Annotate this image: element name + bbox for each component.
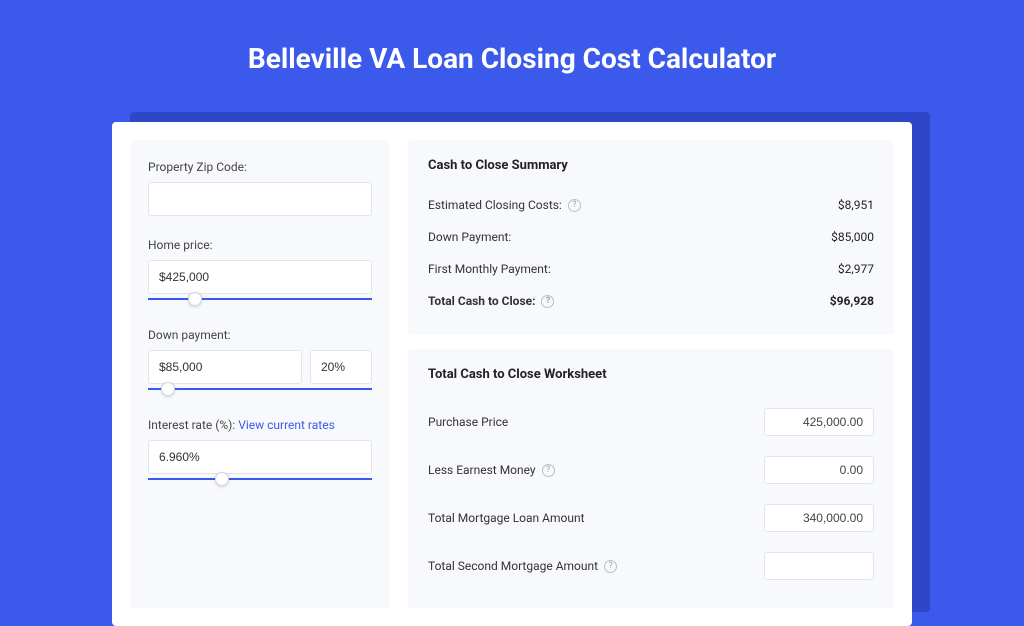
home-price-slider[interactable]	[148, 292, 372, 306]
slider-track	[148, 388, 372, 390]
worksheet-row-second-mortgage: Total Second Mortgage Amount ?	[428, 542, 874, 590]
summary-value: $8,951	[838, 198, 874, 212]
help-icon[interactable]: ?	[604, 560, 617, 573]
zip-label: Property Zip Code:	[148, 160, 372, 174]
slider-thumb[interactable]	[215, 472, 229, 486]
zip-input[interactable]	[148, 182, 372, 216]
worksheet-row-loan-amount: Total Mortgage Loan Amount	[428, 494, 874, 542]
zip-field-group: Property Zip Code:	[148, 160, 372, 216]
slider-thumb[interactable]	[161, 382, 175, 396]
interest-rate-label-row: Interest rate (%): View current rates	[148, 418, 372, 432]
home-price-field-group: Home price:	[148, 238, 372, 306]
summary-value: $96,928	[830, 294, 874, 308]
down-payment-pct-input[interactable]	[310, 350, 372, 384]
interest-rate-field-group: Interest rate (%): View current rates	[148, 418, 372, 486]
interest-rate-label: Interest rate (%):	[148, 418, 235, 432]
page-title: Belleville VA Loan Closing Cost Calculat…	[0, 0, 1024, 103]
home-price-label: Home price:	[148, 238, 372, 252]
down-payment-field-group: Down payment:	[148, 328, 372, 396]
summary-title: Cash to Close Summary	[428, 158, 874, 173]
view-rates-link[interactable]: View current rates	[238, 418, 335, 432]
summary-label: Estimated Closing Costs:	[428, 198, 562, 212]
worksheet-value-input[interactable]	[764, 552, 874, 580]
summary-value: $2,977	[838, 262, 874, 276]
worksheet-value-input[interactable]	[764, 456, 874, 484]
worksheet-row-purchase-price: Purchase Price	[428, 398, 874, 446]
slider-track	[148, 478, 372, 480]
worksheet-value-input[interactable]	[764, 408, 874, 436]
summary-value: $85,000	[831, 230, 874, 244]
worksheet-value-input[interactable]	[764, 504, 874, 532]
home-price-input[interactable]	[148, 260, 372, 294]
summary-row-first-payment: First Monthly Payment: $2,977	[428, 253, 874, 285]
slider-track	[148, 298, 372, 300]
summary-label: First Monthly Payment:	[428, 262, 551, 276]
worksheet-label: Purchase Price	[428, 415, 508, 429]
help-icon[interactable]: ?	[568, 199, 581, 212]
summary-row-total: Total Cash to Close: ? $96,928	[428, 285, 874, 317]
summary-row-closing-costs: Estimated Closing Costs: ? $8,951	[428, 189, 874, 221]
interest-rate-input[interactable]	[148, 440, 372, 474]
worksheet-panel: Total Cash to Close Worksheet Purchase P…	[408, 349, 894, 608]
down-payment-input[interactable]	[148, 350, 302, 384]
slider-thumb[interactable]	[188, 292, 202, 306]
interest-rate-slider[interactable]	[148, 472, 372, 486]
results-column: Cash to Close Summary Estimated Closing …	[408, 140, 894, 608]
down-payment-row	[148, 350, 372, 384]
summary-panel: Cash to Close Summary Estimated Closing …	[408, 140, 894, 335]
worksheet-label: Less Earnest Money	[428, 463, 536, 477]
help-icon[interactable]: ?	[541, 295, 554, 308]
inputs-panel: Property Zip Code: Home price: Down paym…	[130, 140, 390, 608]
summary-row-down-payment: Down Payment: $85,000	[428, 221, 874, 253]
help-icon[interactable]: ?	[542, 464, 555, 477]
calculator-card: Property Zip Code: Home price: Down paym…	[112, 122, 912, 626]
down-payment-label: Down payment:	[148, 328, 372, 342]
worksheet-label: Total Mortgage Loan Amount	[428, 511, 585, 525]
summary-label: Down Payment:	[428, 230, 511, 244]
worksheet-title: Total Cash to Close Worksheet	[428, 367, 874, 382]
worksheet-label: Total Second Mortgage Amount	[428, 559, 598, 573]
down-payment-slider[interactable]	[148, 382, 372, 396]
summary-label: Total Cash to Close:	[428, 294, 535, 308]
worksheet-row-earnest-money: Less Earnest Money ?	[428, 446, 874, 494]
